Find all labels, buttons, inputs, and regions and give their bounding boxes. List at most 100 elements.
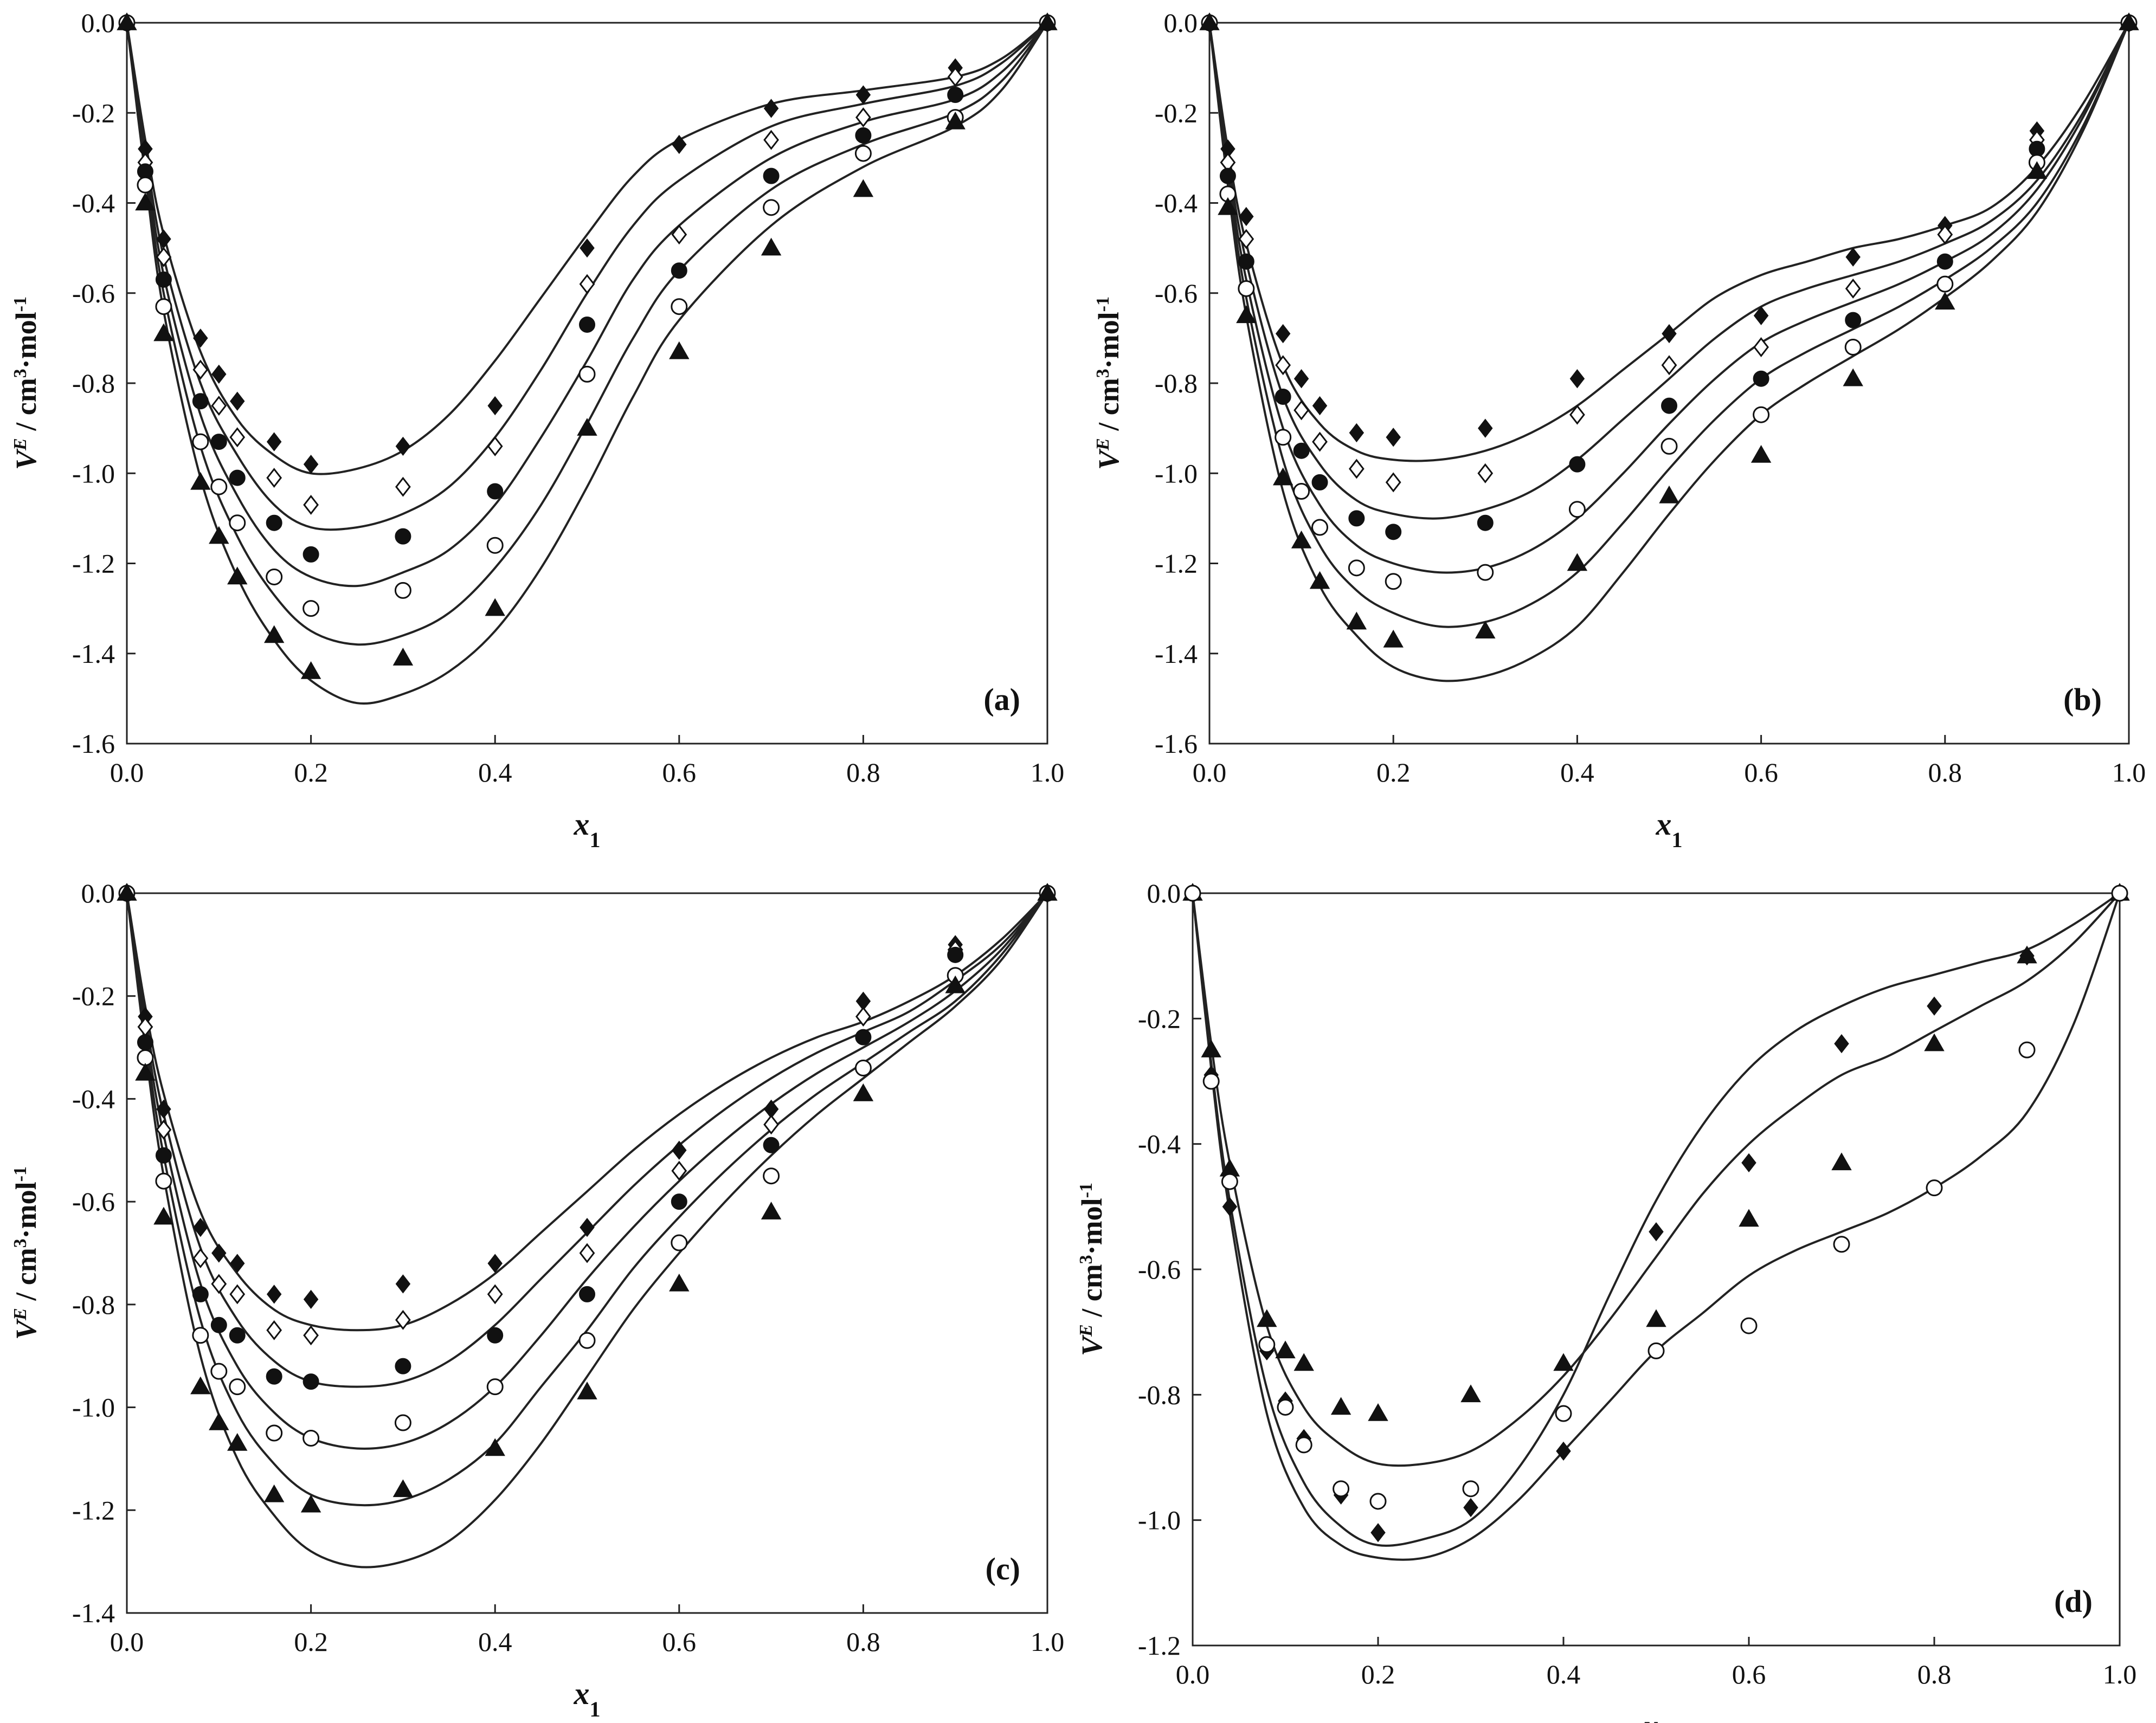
data-point-open-circle xyxy=(763,199,780,216)
data-point-filled-circle xyxy=(671,1193,687,1210)
data-point-open-circle xyxy=(1221,1173,1238,1190)
data-point-open-diamond xyxy=(1348,459,1365,479)
data-point-filled-triangle xyxy=(1218,197,1238,215)
fit-curve-2 xyxy=(1208,22,2130,520)
x-tick-label: 1.0 xyxy=(1031,1627,1065,1657)
x-tick-label: 1.0 xyxy=(2112,757,2146,788)
data-point-filled-triangle xyxy=(1236,305,1257,324)
data-point-filled-circle xyxy=(395,528,411,545)
y-tick-label: -1.2 xyxy=(72,1495,115,1525)
data-point-filled-circle xyxy=(1311,474,1328,491)
y-tick-label: -0.4 xyxy=(72,188,115,218)
data-point-filled-diamond xyxy=(763,99,779,118)
data-point-open-circle xyxy=(1184,885,1201,902)
data-point-filled-triangle xyxy=(1475,621,1496,638)
data-point-filled-diamond xyxy=(672,1140,687,1160)
chart-panel-b: 0.0 0.2 0.4 0.6 0.8 1.0 0.0 -0.2 -0.4 -0.6 -0.8 -1.… xyxy=(1092,8,2146,852)
data-point-filled-triangle xyxy=(1460,1384,1481,1403)
data-point-filled-circle xyxy=(303,1373,319,1390)
x-tick-label: 0.0 xyxy=(110,1627,144,1657)
data-point-open-diamond xyxy=(266,1320,282,1340)
data-point-filled-circle xyxy=(487,1327,504,1344)
y-tick-label: -0.2 xyxy=(1155,98,1198,128)
data-point-open-circle xyxy=(763,1167,780,1185)
panel-label: (d) xyxy=(2054,1584,2093,1619)
data-point-filled-triangle xyxy=(1935,292,1955,310)
y-axis-label: VE / cm3·mol-1 xyxy=(10,1166,42,1340)
data-point-filled-triangle xyxy=(1037,12,1058,30)
data-point-filled-circle xyxy=(266,514,282,531)
y-tick-label: -1.4 xyxy=(72,638,115,669)
data-point-open-diamond xyxy=(1845,278,1861,299)
y-tick-label: 0.0 xyxy=(81,878,115,908)
data-point-filled-triangle xyxy=(300,661,321,679)
data-point-filled-circle xyxy=(1477,514,1494,531)
data-point-filled-triangle xyxy=(1843,368,1863,386)
x-tick-label: 0.2 xyxy=(1361,1659,1395,1689)
data-point-open-circle xyxy=(303,1429,320,1447)
data-point-open-diamond xyxy=(855,1006,871,1027)
data-point-open-circle xyxy=(1926,1179,1943,1197)
data-point-filled-circle xyxy=(855,1029,872,1046)
data-point-filled-diamond xyxy=(1834,1034,1849,1054)
data-point-filled-diamond xyxy=(1463,1498,1478,1518)
x-tick-label: 0.8 xyxy=(846,1627,880,1657)
data-point-filled-triangle xyxy=(117,12,137,30)
y-axis-label: VE / cm3·mol-1 xyxy=(10,296,42,470)
data-point-filled-triangle xyxy=(392,1479,414,1498)
y-tick-label: -1.4 xyxy=(72,1598,115,1628)
x-tick-label: 0.4 xyxy=(478,1627,512,1657)
data-point-filled-diamond xyxy=(395,1274,411,1294)
data-point-open-diamond xyxy=(487,436,503,456)
data-point-filled-diamond xyxy=(1662,324,1677,344)
data-point-open-circle xyxy=(486,1378,504,1396)
data-point-filled-triangle xyxy=(1309,571,1330,589)
data-point-filled-triangle xyxy=(190,472,211,490)
data-point-filled-circle xyxy=(155,1147,172,1164)
data-point-filled-diamond xyxy=(580,1217,595,1237)
series-5-filled-triangle xyxy=(117,882,1058,1513)
data-point-filled-circle xyxy=(1936,253,1953,270)
data-point-filled-diamond xyxy=(1275,324,1291,344)
data-point-open-diamond xyxy=(487,1284,503,1305)
data-point-filled-circle xyxy=(1275,388,1291,405)
y-tick-label: -1.0 xyxy=(1155,458,1198,488)
data-point-open-circle xyxy=(229,1378,246,1396)
x-tick-label: 0.8 xyxy=(1917,1659,1952,1689)
data-point-filled-diamond xyxy=(211,1243,227,1263)
data-point-filled-diamond xyxy=(1927,996,1942,1016)
fit-curve-5 xyxy=(126,892,1048,1569)
data-point-filled-diamond xyxy=(156,1099,171,1119)
chart-panel-d: 0.0 0.2 0.4 0.6 0.8 1.0 0.0 -0.2 -0.4 -0.6 -0.8 -1.… xyxy=(1076,878,2136,1723)
data-point-filled-triangle xyxy=(577,418,597,436)
fit-curve-4 xyxy=(1208,22,2130,628)
x-tick-label: 0.4 xyxy=(1560,757,1594,788)
data-point-filled-circle xyxy=(947,946,964,963)
data-point-open-diamond xyxy=(1661,355,1677,376)
data-point-filled-circle xyxy=(1569,456,1586,473)
plot-frame xyxy=(126,892,1048,1614)
data-point-open-circle xyxy=(854,1060,872,1077)
data-point-filled-triangle xyxy=(135,192,156,211)
y-tick-label: -1.2 xyxy=(1155,548,1198,579)
data-point-filled-diamond xyxy=(1293,369,1309,389)
data-point-open-circle xyxy=(1555,1405,1572,1422)
y-tick-label: -0.4 xyxy=(72,1083,115,1114)
data-point-filled-diamond xyxy=(1845,247,1861,267)
data-point-filled-triangle xyxy=(135,1062,156,1081)
data-point-filled-circle xyxy=(1845,312,1862,328)
x-tick-label: 0.6 xyxy=(1744,757,1778,788)
data-point-open-circle xyxy=(1258,1336,1276,1353)
data-point-open-circle xyxy=(137,176,154,193)
data-point-open-circle xyxy=(854,145,872,162)
y-axis-label: VE / cm3·mol-1 xyxy=(1092,296,1125,470)
data-point-filled-triangle xyxy=(263,625,285,643)
data-point-open-diamond xyxy=(211,396,227,416)
y-tick-label: -0.2 xyxy=(72,981,115,1011)
data-point-filled-diamond xyxy=(1386,428,1401,447)
data-point-open-diamond xyxy=(1385,472,1401,493)
data-point-filled-diamond xyxy=(211,364,227,384)
data-point-filled-circle xyxy=(155,271,172,288)
data-point-filled-triangle xyxy=(1659,485,1679,504)
data-point-open-diamond xyxy=(579,274,595,294)
